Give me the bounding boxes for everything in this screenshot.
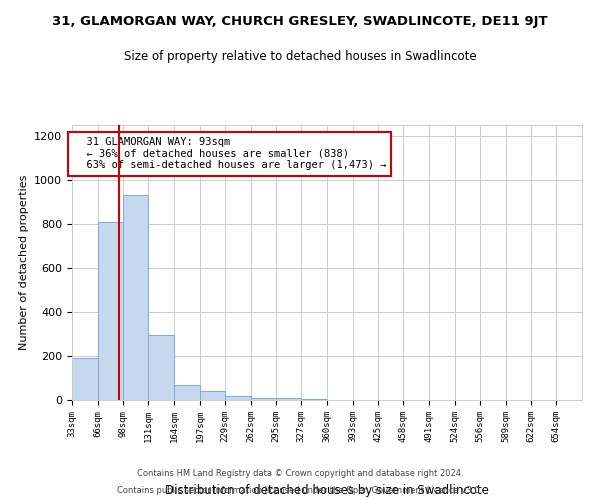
Text: Contains public sector information licensed under the Open Government Licence v3: Contains public sector information licen… (118, 486, 482, 495)
X-axis label: Distribution of detached houses by size in Swadlincote: Distribution of detached houses by size … (165, 484, 489, 496)
Bar (225, 396, 251, 400)
Bar (301, 399, 327, 400)
Bar (148, 335, 174, 400)
Text: 31, GLAMORGAN WAY, CHURCH GRESLEY, SWADLINCOTE, DE11 9JT: 31, GLAMORGAN WAY, CHURCH GRESLEY, SWADL… (52, 15, 548, 28)
Bar (72, 358, 98, 400)
Bar (251, 398, 277, 400)
Bar (174, 384, 200, 400)
Text: Size of property relative to detached houses in Swadlincote: Size of property relative to detached ho… (124, 50, 476, 63)
Bar (200, 391, 225, 400)
Bar (98, 222, 122, 400)
Text: 31 GLAMORGAN WAY: 93sqm
  ← 36% of detached houses are smaller (838)
  63% of se: 31 GLAMORGAN WAY: 93sqm ← 36% of detache… (74, 137, 386, 170)
Text: Contains HM Land Registry data © Crown copyright and database right 2024.: Contains HM Land Registry data © Crown c… (137, 468, 463, 477)
Bar (122, 196, 148, 400)
Bar (277, 398, 301, 400)
Y-axis label: Number of detached properties: Number of detached properties (19, 175, 29, 350)
